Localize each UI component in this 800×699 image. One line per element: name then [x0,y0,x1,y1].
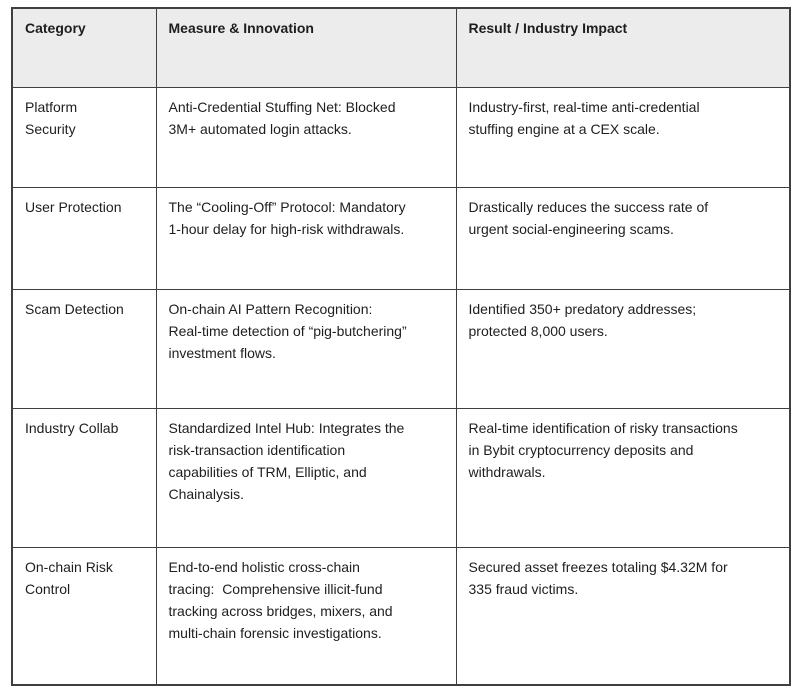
cell-category: On-chain Risk Control [11,546,157,686]
cell-category: Industry Collab [11,407,157,548]
cell-category: User Protection [11,186,157,290]
cell-category: Platform Security [11,86,157,188]
cell-measure: On-chain AI Pattern Recognition: Real-ti… [155,288,457,409]
cell-category: Scam Detection [11,288,157,409]
cell-measure: Anti-Credential Stuffing Net: Blocked 3M… [155,86,457,188]
table-row: On-chain Risk Control End-to-end holisti… [11,546,791,686]
table-header-row: Category Measure & Innovation Result / I… [11,7,791,88]
cell-result: Real-time identification of risky transa… [455,407,791,548]
cell-result: Industry-first, real-time anti-credentia… [455,86,791,188]
table-row: User Protection The “Cooling-Off” Protoc… [11,186,791,290]
cell-measure: The “Cooling-Off” Protocol: Mandatory 1-… [155,186,457,290]
header-measure: Measure & Innovation [155,7,457,88]
table-row: Platform Security Anti-Credential Stuffi… [11,86,791,188]
cell-result: Drastically reduces the success rate of … [455,186,791,290]
table-row: Scam Detection On-chain AI Pattern Recog… [11,288,791,409]
table-row: Industry Collab Standardized Intel Hub: … [11,407,791,548]
cell-measure: Standardized Intel Hub: Integrates the r… [155,407,457,548]
header-result: Result / Industry Impact [455,7,791,88]
security-measures-table: Category Measure & Innovation Result / I… [11,7,791,686]
header-category: Category [11,7,157,88]
cell-measure: End-to-end holistic cross-chain tracing:… [155,546,457,686]
cell-result: Identified 350+ predatory addresses; pro… [455,288,791,409]
cell-result: Secured asset freezes totaling $4.32M fo… [455,546,791,686]
